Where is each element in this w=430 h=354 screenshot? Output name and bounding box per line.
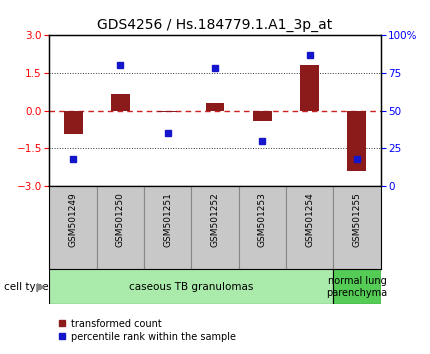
Text: GSM501255: GSM501255 bbox=[353, 193, 361, 247]
Bar bbox=[191, 186, 239, 269]
Bar bbox=[158, 110, 177, 112]
Bar bbox=[286, 186, 333, 269]
Bar bbox=[49, 186, 97, 269]
Bar bbox=[333, 269, 381, 304]
Text: ▶: ▶ bbox=[37, 282, 45, 292]
Text: GSM501252: GSM501252 bbox=[211, 193, 219, 247]
Text: GSM501249: GSM501249 bbox=[69, 193, 77, 247]
Text: GSM501251: GSM501251 bbox=[163, 193, 172, 247]
Bar bbox=[347, 110, 366, 171]
Text: cell type: cell type bbox=[4, 282, 49, 292]
Bar bbox=[49, 269, 333, 304]
Bar bbox=[300, 65, 319, 110]
Bar bbox=[144, 186, 191, 269]
Bar bbox=[64, 110, 83, 134]
Bar bbox=[206, 103, 224, 110]
Legend: transformed count, percentile rank within the sample: transformed count, percentile rank withi… bbox=[54, 315, 240, 346]
Bar bbox=[239, 186, 286, 269]
Text: normal lung
parenchyma: normal lung parenchyma bbox=[326, 276, 387, 298]
Text: GSM501253: GSM501253 bbox=[258, 193, 267, 247]
Bar bbox=[97, 186, 144, 269]
Bar bbox=[333, 186, 381, 269]
Text: caseous TB granulomas: caseous TB granulomas bbox=[129, 282, 254, 292]
Text: GSM501250: GSM501250 bbox=[116, 193, 125, 247]
Bar bbox=[111, 93, 130, 110]
Bar bbox=[253, 110, 272, 121]
Text: GDS4256 / Hs.184779.1.A1_3p_at: GDS4256 / Hs.184779.1.A1_3p_at bbox=[97, 18, 333, 32]
Text: GSM501254: GSM501254 bbox=[305, 193, 314, 247]
